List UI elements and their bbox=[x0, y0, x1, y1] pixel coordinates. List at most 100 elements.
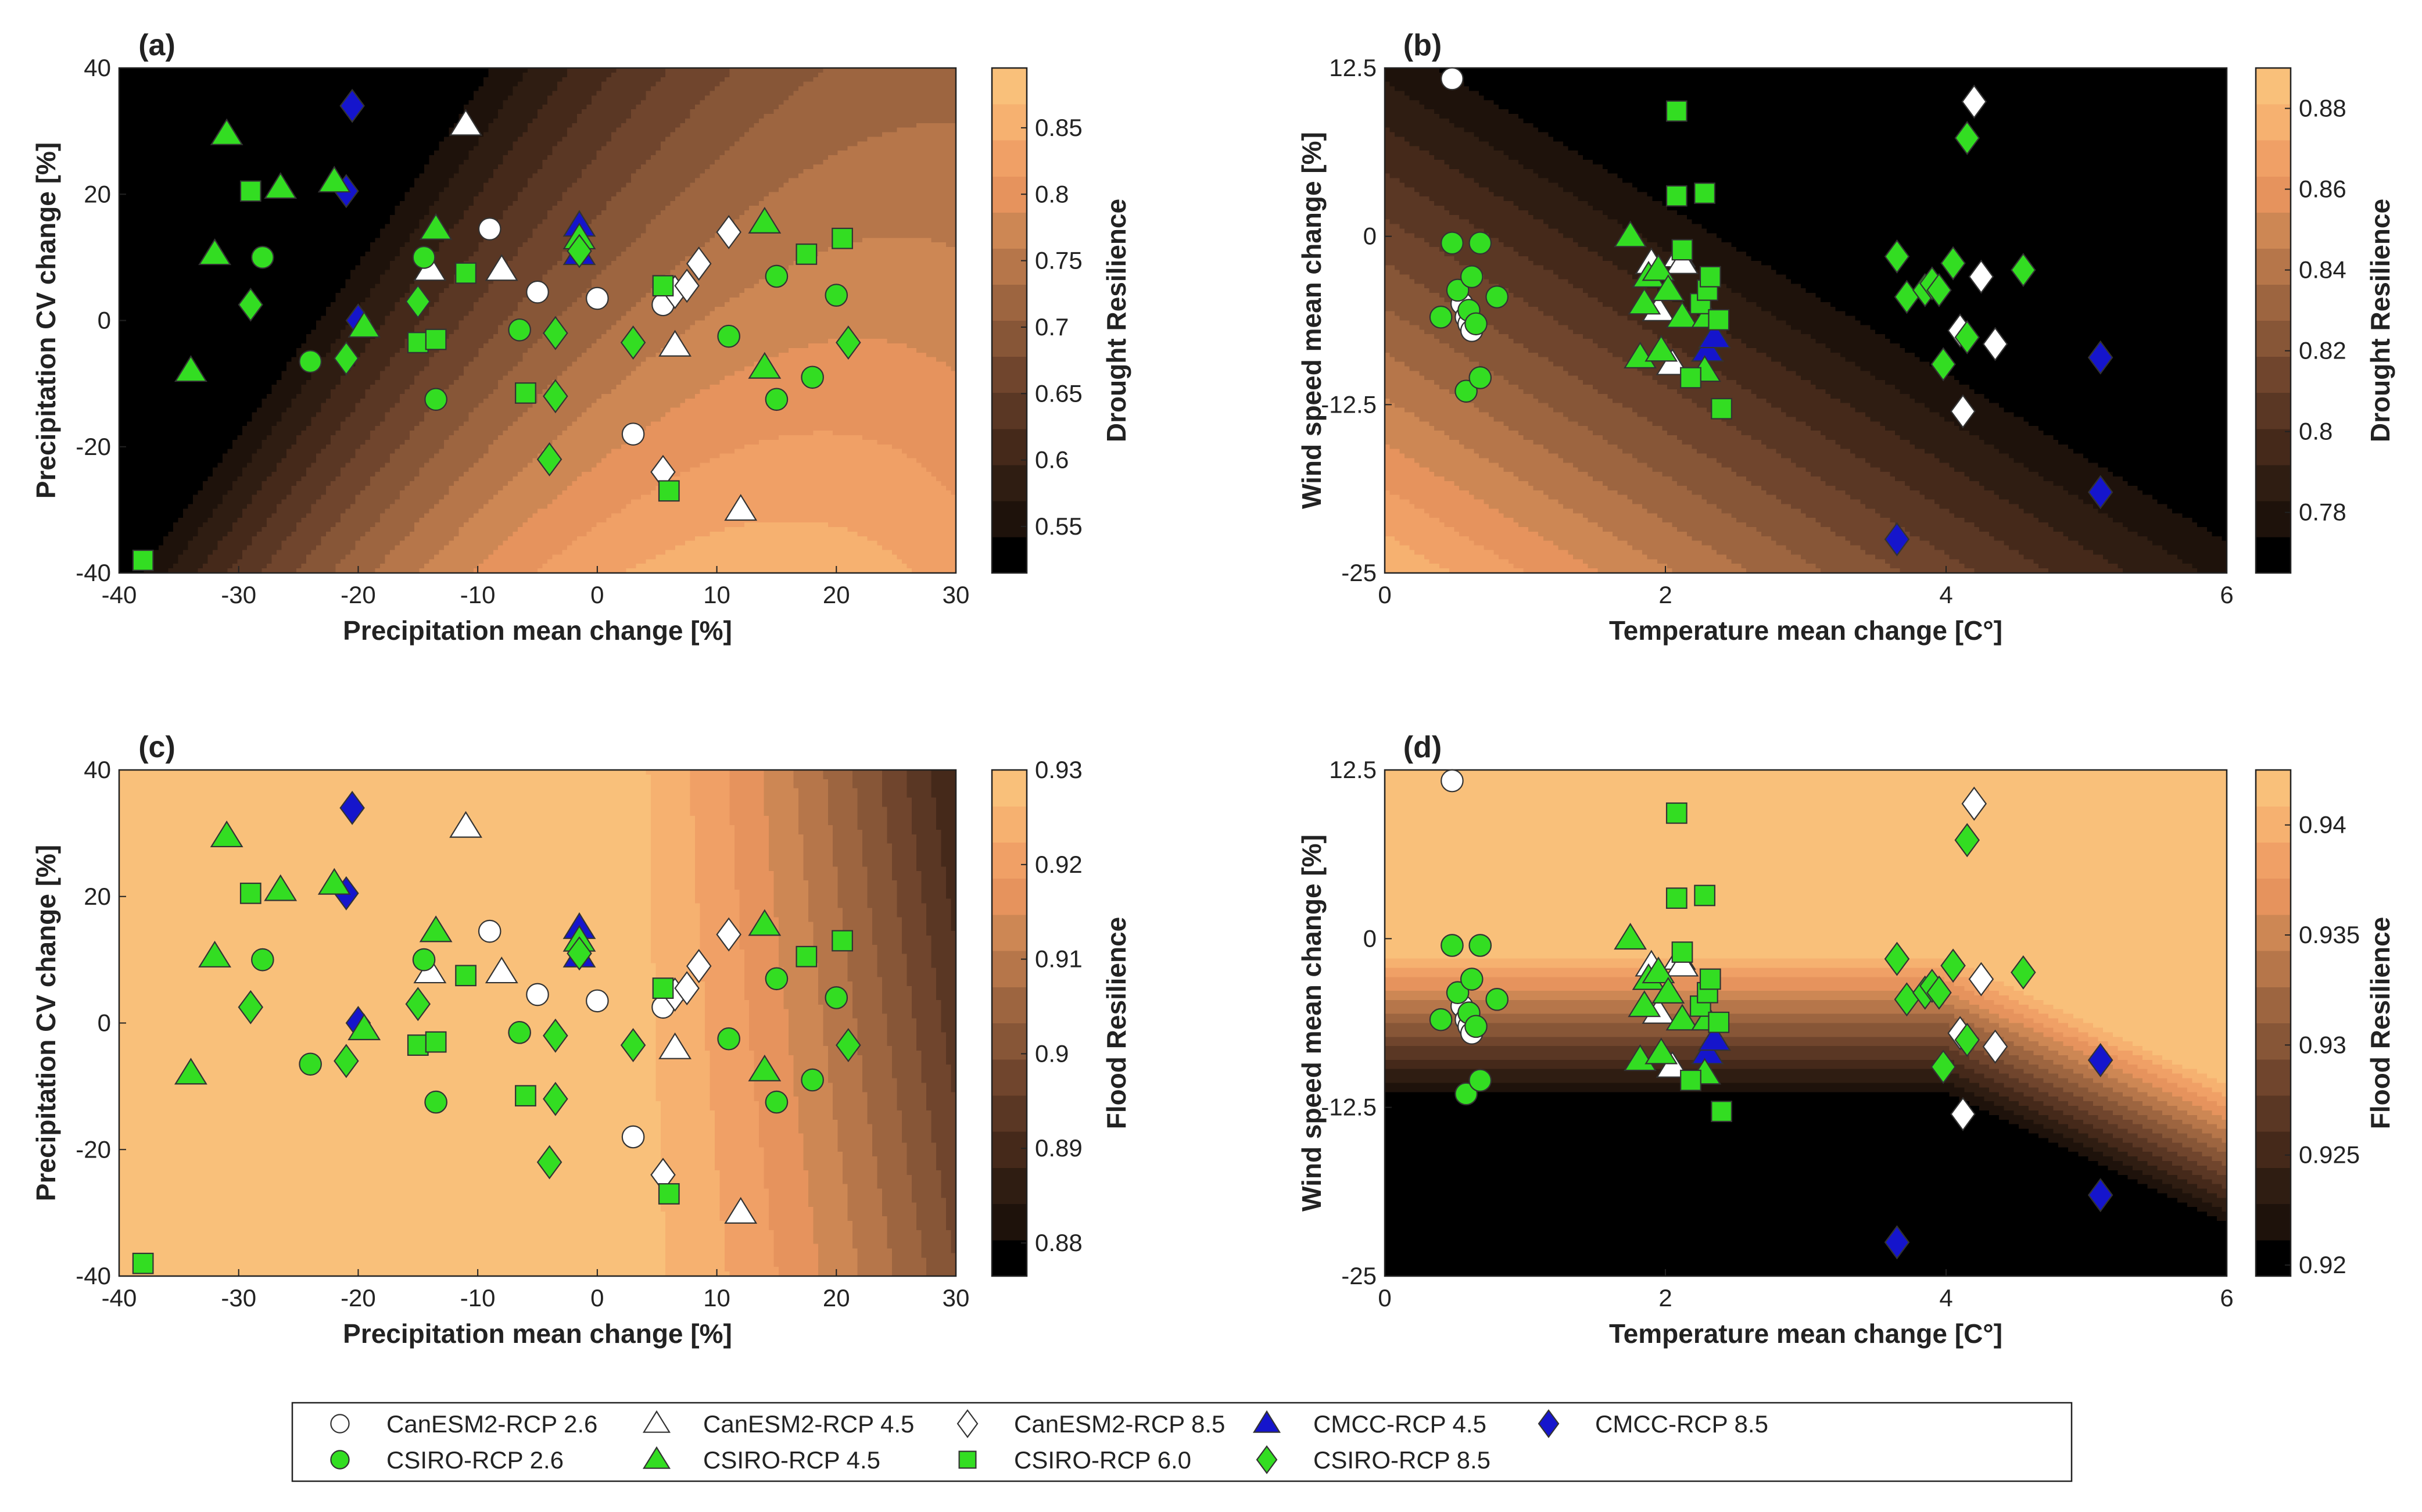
colorbar-tick-label: 0.91 bbox=[1035, 945, 1083, 973]
contour-band bbox=[655, 81, 721, 87]
contour-band bbox=[119, 1142, 661, 1148]
contour-band bbox=[665, 1225, 725, 1231]
contour-band bbox=[660, 1142, 715, 1148]
contour-band bbox=[119, 366, 287, 371]
contour-band bbox=[951, 1069, 956, 1074]
contour-band bbox=[926, 1271, 956, 1277]
contour-band bbox=[872, 922, 902, 927]
contour-band bbox=[843, 1165, 878, 1171]
contour-band bbox=[1884, 380, 1960, 385]
contour-band bbox=[931, 940, 956, 945]
contour-band bbox=[611, 137, 666, 142]
point-csiro_26 bbox=[412, 948, 436, 972]
contour-band bbox=[882, 999, 912, 1005]
contour-band bbox=[2157, 1142, 2183, 1148]
contour-band bbox=[119, 779, 651, 784]
contour-band bbox=[941, 999, 956, 1005]
contour-band bbox=[1385, 155, 1435, 160]
point-canesm2_45 bbox=[449, 811, 483, 838]
contour-band bbox=[119, 77, 484, 83]
contour-band bbox=[2216, 1078, 2227, 1084]
contour-band bbox=[877, 1165, 907, 1171]
contour-band bbox=[463, 421, 514, 427]
colorbar-frame bbox=[991, 67, 1028, 574]
contour-band bbox=[882, 977, 907, 982]
contour-band bbox=[808, 1179, 843, 1185]
contour-band bbox=[1538, 398, 1613, 404]
contour-band bbox=[1385, 1198, 2178, 1203]
contour-band bbox=[119, 1055, 656, 1060]
contour-band bbox=[1385, 568, 1450, 574]
contour-band bbox=[1572, 554, 1648, 560]
contour-band bbox=[946, 1216, 956, 1221]
contour-band bbox=[739, 912, 775, 918]
contour-band bbox=[508, 481, 572, 486]
contour-band bbox=[301, 389, 331, 395]
contour-band bbox=[621, 252, 696, 257]
legend-marker-csiro_26 bbox=[330, 1450, 350, 1470]
contour-band bbox=[2222, 536, 2227, 542]
contour-band bbox=[1385, 68, 1440, 73]
contour-band bbox=[119, 972, 656, 977]
contour-band bbox=[941, 1184, 956, 1189]
contour-band bbox=[232, 444, 263, 450]
contour-band bbox=[296, 527, 331, 532]
colorbar-band bbox=[2256, 176, 2291, 213]
contour-band bbox=[665, 274, 769, 280]
contour-band bbox=[685, 329, 956, 335]
contour-band bbox=[872, 940, 902, 945]
contour-band bbox=[675, 196, 765, 202]
contour-band bbox=[370, 247, 400, 252]
contour-band bbox=[2167, 1078, 2192, 1084]
contour-band bbox=[547, 444, 622, 450]
contour-band bbox=[764, 779, 794, 784]
point-csiro_45 bbox=[317, 166, 351, 193]
contour-band bbox=[1385, 779, 2227, 784]
contour-band bbox=[119, 1115, 661, 1120]
contour-band bbox=[1385, 485, 1460, 491]
contour-band bbox=[897, 880, 922, 886]
contour-band bbox=[542, 334, 602, 339]
contour-band bbox=[882, 793, 907, 798]
contour-band bbox=[2123, 1161, 2148, 1166]
contour-band bbox=[818, 1248, 858, 1254]
contour-band bbox=[798, 1124, 839, 1130]
contour-band bbox=[389, 453, 435, 459]
contour-band bbox=[833, 839, 863, 844]
contour-band bbox=[119, 91, 474, 96]
contour-band bbox=[941, 1004, 956, 1010]
contour-band bbox=[744, 949, 779, 955]
contour-band bbox=[887, 1037, 917, 1042]
contour-band bbox=[1582, 380, 1658, 385]
contour-band bbox=[803, 876, 839, 881]
contour-band bbox=[887, 1220, 917, 1226]
contour-band bbox=[1588, 472, 1663, 477]
contour-band bbox=[951, 1234, 956, 1240]
contour-band bbox=[1484, 274, 1558, 280]
point-csiro_26 bbox=[508, 1021, 531, 1044]
point-csiro_60 bbox=[658, 1183, 680, 1205]
contour-band bbox=[1692, 265, 1772, 271]
contour-band bbox=[739, 944, 779, 950]
contour-band bbox=[1929, 361, 2227, 367]
point-csiro_60 bbox=[407, 332, 429, 353]
contour-band bbox=[833, 829, 863, 835]
contour-band bbox=[119, 862, 651, 867]
point-canesm2_45 bbox=[724, 494, 758, 521]
contour-band bbox=[385, 412, 425, 417]
contour-band bbox=[660, 1115, 715, 1120]
contour-band bbox=[2127, 527, 2208, 532]
contour-band bbox=[921, 1069, 952, 1074]
contour-band bbox=[2073, 1069, 2098, 1074]
contour-band bbox=[1385, 375, 1425, 381]
contour-band bbox=[1454, 527, 1529, 532]
contour-band bbox=[1385, 260, 1460, 266]
contour-band bbox=[803, 1133, 839, 1139]
contour-band bbox=[508, 206, 553, 211]
contour-band bbox=[1563, 233, 1643, 238]
contour-band bbox=[769, 1198, 809, 1203]
contour-band bbox=[1884, 426, 1960, 431]
contour-band bbox=[2053, 1037, 2079, 1042]
contour-band bbox=[1553, 540, 1628, 546]
contour-band bbox=[891, 1046, 917, 1051]
